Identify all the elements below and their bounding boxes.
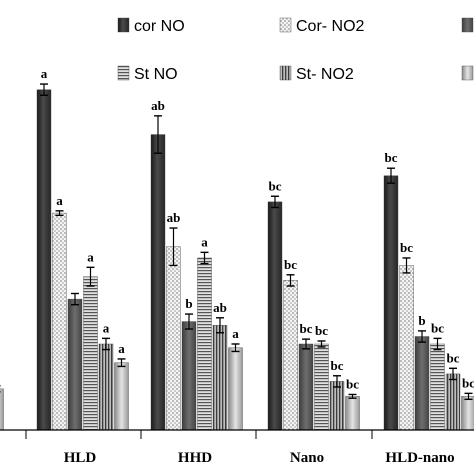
data-label: bc (331, 358, 344, 373)
bar-s2-HLD (52, 212, 67, 431)
bar-s2-HLD-nano (399, 265, 414, 431)
error-bar (402, 257, 411, 274)
legend: cor NO Cor- NO2 St NO St- NO2 (117, 17, 474, 83)
error-bar (286, 274, 295, 287)
bar-s5-HLD-nano (445, 373, 461, 431)
x-axis: HLD HHD Nano HLD-nano (0, 429, 474, 466)
data-label: bc (315, 323, 328, 338)
x-tick-label: HLD-nano (385, 450, 454, 466)
data-label: ab (167, 210, 181, 225)
bar-s5-Nano (329, 381, 345, 431)
data-label: bc (284, 257, 297, 272)
data-label: bc (431, 320, 444, 335)
data-label: a (87, 249, 94, 264)
error-bar (216, 317, 224, 334)
data-label: bc (346, 376, 359, 391)
bar-s4-HLD-nano (430, 343, 445, 431)
error-bar (433, 337, 442, 351)
bar-s6-HLD-nano (461, 396, 474, 431)
bar-s3-HLD-nano (414, 336, 430, 431)
error-bar (333, 375, 341, 388)
data-label: bc (385, 150, 398, 165)
legend-swatch (117, 65, 130, 81)
legend-label: St NO (134, 66, 178, 83)
bar-s4-HHD (197, 257, 212, 431)
legend-entry-2: Cor- NO2 (279, 17, 365, 35)
data-label: b (418, 313, 425, 328)
error-bar (317, 340, 326, 348)
x-tick-label: HLD (64, 450, 97, 466)
error-bar (40, 83, 48, 96)
bar-s4-HLD (83, 276, 98, 431)
error-bar (71, 292, 79, 306)
bar-s4-Nano (314, 343, 329, 431)
data-label: bc (462, 375, 474, 390)
error-bar (464, 392, 473, 401)
error-bar (117, 358, 126, 368)
bar-s1-Nano (267, 201, 283, 431)
data-label: ab (213, 300, 227, 315)
legend-entry-4: St NO (117, 65, 178, 83)
x-tick-label: Nano (290, 450, 324, 466)
data-label: bc (400, 240, 413, 255)
x-tick-label: HHD (178, 450, 212, 466)
error-bar (348, 393, 357, 399)
bar-s3-HHD (181, 321, 197, 431)
bar-s5-HHD (212, 325, 228, 431)
legend-label: cor NO (134, 18, 185, 35)
bar-s1-HLD (36, 89, 52, 431)
error-bar (387, 167, 395, 184)
error-bar (185, 313, 193, 330)
legend-swatch (117, 17, 130, 33)
legend-entry-1: cor NO (117, 17, 185, 35)
legend-swatch (279, 65, 292, 81)
error-bar (200, 251, 209, 265)
legend-entry-3 (461, 17, 474, 33)
bar-s3-Nano (298, 343, 314, 431)
legend-entry-6 (461, 65, 474, 81)
legend-swatch (461, 65, 474, 81)
bar-s2-Nano (283, 280, 298, 431)
bar-s5-HLD (98, 343, 114, 431)
data-label: ab (151, 98, 165, 113)
error-bar (418, 330, 426, 343)
data-label: b (185, 296, 192, 311)
legend-entry-5: St- NO2 (279, 65, 354, 83)
bar-s1-HLD-nano (383, 175, 399, 431)
data-label: bc (447, 350, 460, 365)
error-bar (86, 266, 95, 287)
bar-s6-HHD (228, 347, 243, 431)
legend-swatch (461, 17, 474, 33)
data-label: a (118, 341, 125, 356)
data-label: a (56, 193, 63, 208)
error-bar (271, 195, 279, 209)
error-bar (449, 367, 457, 381)
bar-s6-cat1 (0, 388, 4, 431)
bar-s2-HHD (166, 246, 181, 431)
data-label: a (232, 326, 239, 341)
data-label: a (201, 234, 208, 249)
bar-s6-HLD (114, 362, 129, 431)
error-bar (154, 115, 162, 154)
error-bar (55, 210, 64, 217)
error-bar (102, 337, 110, 351)
data-label: bc (300, 321, 313, 336)
data-label: a (41, 66, 48, 81)
bar-s6-Nano (345, 396, 360, 431)
legend-label: Cor- NO2 (296, 18, 365, 35)
legend-label: St- NO2 (296, 66, 354, 83)
data-label: bc (269, 178, 282, 193)
error-bar (169, 227, 178, 267)
data-label: a (103, 320, 110, 335)
legend-swatch (279, 17, 292, 33)
bar-s1-HHD (150, 134, 166, 431)
error-bar (302, 338, 310, 350)
bar-s3-HLD (67, 298, 83, 431)
error-bar (231, 343, 240, 353)
